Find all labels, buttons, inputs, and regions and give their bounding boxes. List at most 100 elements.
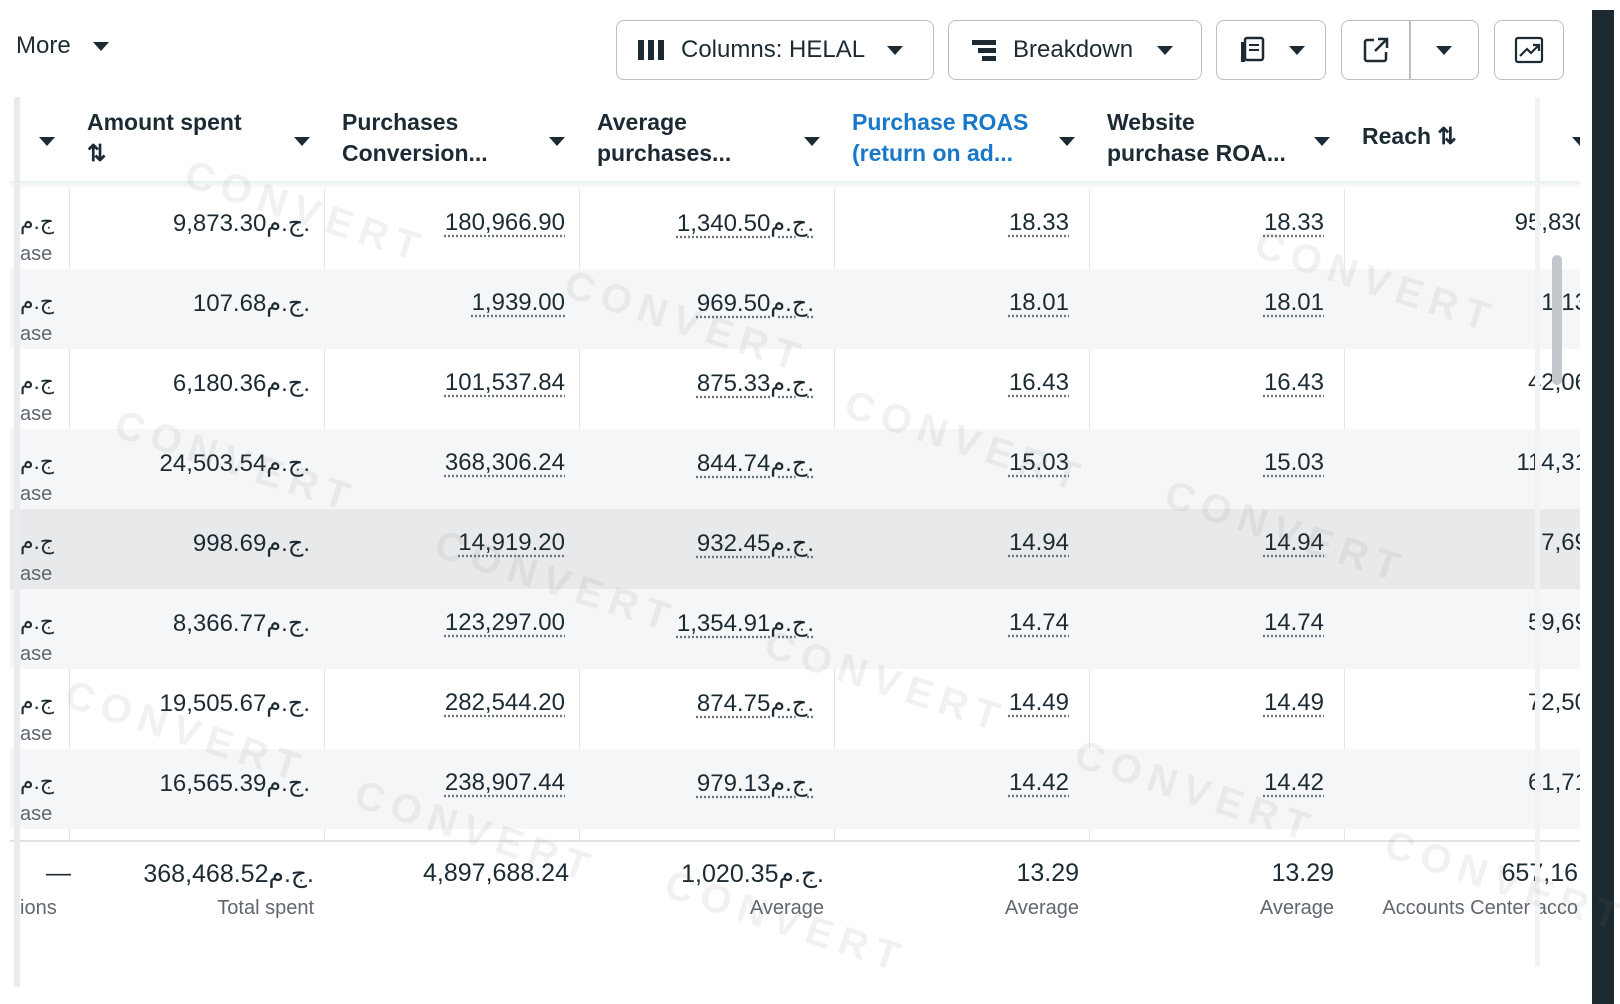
row-currency: ج.م	[20, 609, 54, 635]
chevron-down-icon[interactable]	[294, 137, 310, 146]
cell-purchases[interactable]: 282,544.20	[445, 689, 565, 717]
row-sublabel: ase	[20, 803, 52, 826]
chevron-down-icon[interactable]	[1572, 137, 1580, 146]
row-sublabel: ase	[20, 243, 52, 266]
cell-roas[interactable]: 18.01	[1009, 289, 1069, 317]
total-amount: 368,468.52ج.م.	[143, 859, 314, 889]
header-label: Reach ⇅	[1362, 121, 1580, 152]
cell-roas[interactable]: 16.43	[1009, 369, 1069, 397]
export-button-group	[1341, 20, 1479, 80]
row-currency: ج.م	[20, 769, 54, 795]
cell-wroas[interactable]: 14.42	[1264, 769, 1324, 797]
chevron-down-icon	[1289, 46, 1305, 55]
cell-reach: 114,31	[1516, 449, 1580, 477]
row-sublabel: ase	[20, 323, 52, 346]
chevron-down-icon	[1436, 46, 1452, 55]
cell-avg[interactable]: 844.74ج.م.	[697, 449, 814, 478]
chart-button[interactable]	[1494, 20, 1564, 80]
row-currency: ج.م	[20, 209, 54, 235]
header-label-line2: Conversion...	[342, 138, 579, 169]
cell-purchases[interactable]: 101,537.84	[445, 369, 565, 397]
cell-wroas[interactable]: 18.01	[1264, 289, 1324, 317]
row-sublabel: ase	[20, 483, 52, 506]
breakdown-button[interactable]: Breakdown	[948, 20, 1202, 80]
header-roas[interactable]: Purchase ROAS (return on ad...	[834, 97, 1089, 181]
cell-reach: 7,69	[1541, 529, 1580, 557]
cell-avg[interactable]: 979.13ج.م.	[697, 769, 814, 798]
row-currency: ج.م	[20, 449, 54, 475]
scroll-track	[1535, 97, 1540, 967]
header-label: Purchase ROAS	[852, 107, 1089, 138]
cell-wroas[interactable]: 14.74	[1264, 609, 1324, 637]
vertical-scrollbar[interactable]	[1552, 255, 1562, 385]
cell-amount: 998.69ج.م.	[193, 529, 310, 558]
toolbar: More Columns: HELAL Breakdown	[0, 0, 1580, 98]
row-currency: ج.م	[20, 369, 54, 395]
chevron-down-icon	[887, 46, 903, 55]
header-wroas[interactable]: Website purchase ROA...	[1089, 97, 1344, 181]
header-purchases[interactable]: Purchases Conversion...	[324, 97, 579, 181]
header-label-line2: purchase ROA...	[1107, 138, 1344, 169]
cell-reach: 95,830	[1515, 209, 1580, 237]
cell-avg[interactable]: 1,340.50ج.م.	[677, 209, 814, 238]
export-dropdown[interactable]	[1411, 46, 1478, 55]
cell-roas[interactable]: 14.94	[1009, 529, 1069, 557]
chevron-down-icon[interactable]	[804, 137, 820, 146]
chevron-down-icon[interactable]	[1059, 137, 1075, 146]
cell-purchases[interactable]: 238,907.44	[445, 769, 565, 797]
row-sublabel: ase	[20, 643, 52, 666]
chevron-down-icon	[1157, 46, 1173, 55]
cell-wroas[interactable]: 14.49	[1264, 689, 1324, 717]
columns-button[interactable]: Columns: HELAL	[616, 20, 934, 80]
cell-avg[interactable]: 932.45ج.م.	[697, 529, 814, 558]
row-sublabel: ase	[20, 563, 52, 586]
cell-amount: 107.68ج.م.	[193, 289, 310, 318]
more-button[interactable]: More	[16, 32, 109, 60]
header-label: Purchases	[342, 107, 579, 138]
breakdown-icon	[971, 38, 997, 62]
cell-avg[interactable]: 874.75ج.م.	[697, 689, 814, 718]
total-amount-label: Total spent	[217, 897, 314, 920]
total-wroas: 13.29	[1271, 859, 1334, 888]
cell-purchases[interactable]: 180,966.90	[445, 209, 565, 237]
cell-purchases[interactable]: 123,297.00	[445, 609, 565, 637]
row-sublabel: ase	[20, 403, 52, 426]
cell-roas[interactable]: 18.33	[1009, 209, 1069, 237]
chevron-down-icon[interactable]	[1314, 137, 1330, 146]
chevron-down-icon[interactable]	[549, 137, 565, 146]
header-avg[interactable]: Average purchases...	[579, 97, 834, 181]
left-frozen-edge	[14, 97, 20, 987]
cell-amount: 8,366.77ج.م.	[173, 609, 310, 638]
total-first-label: ions	[20, 897, 57, 920]
cell-roas[interactable]: 14.74	[1009, 609, 1069, 637]
chevron-down-icon	[39, 137, 55, 146]
header-label: Average	[597, 107, 834, 138]
row-currency: ج.م	[20, 689, 54, 715]
breakdown-label: Breakdown	[1013, 36, 1133, 64]
chart-icon	[1514, 36, 1544, 64]
total-first: —	[46, 859, 71, 888]
cell-roas[interactable]: 14.42	[1009, 769, 1069, 797]
total-roas-label: Average	[1005, 897, 1079, 920]
cell-purchases[interactable]: 1,939.00	[472, 289, 565, 317]
right-edge-bar	[1592, 10, 1614, 1004]
chevron-down-icon	[93, 42, 109, 51]
export-icon	[1362, 36, 1390, 64]
cell-wroas[interactable]: 16.43	[1264, 369, 1324, 397]
total-roas: 13.29	[1016, 859, 1079, 888]
row-sublabel: ase	[20, 723, 52, 746]
cell-purchases[interactable]: 368,306.24	[445, 449, 565, 477]
header-reach[interactable]: Reach ⇅	[1344, 97, 1580, 181]
more-label: More	[16, 32, 71, 60]
cell-wroas[interactable]: 15.03	[1264, 449, 1324, 477]
row-currency: ج.م	[20, 529, 54, 555]
cell-roas[interactable]: 14.49	[1009, 689, 1069, 717]
header-label-line2: purchases...	[597, 138, 834, 169]
export-button[interactable]	[1342, 36, 1409, 64]
reports-button[interactable]	[1216, 20, 1326, 80]
cell-amount: 6,180.36ج.م.	[173, 369, 310, 398]
header-label: Website	[1107, 107, 1344, 138]
columns-icon	[637, 38, 667, 62]
row-currency: ج.م	[20, 289, 54, 315]
report-icon	[1239, 36, 1267, 64]
